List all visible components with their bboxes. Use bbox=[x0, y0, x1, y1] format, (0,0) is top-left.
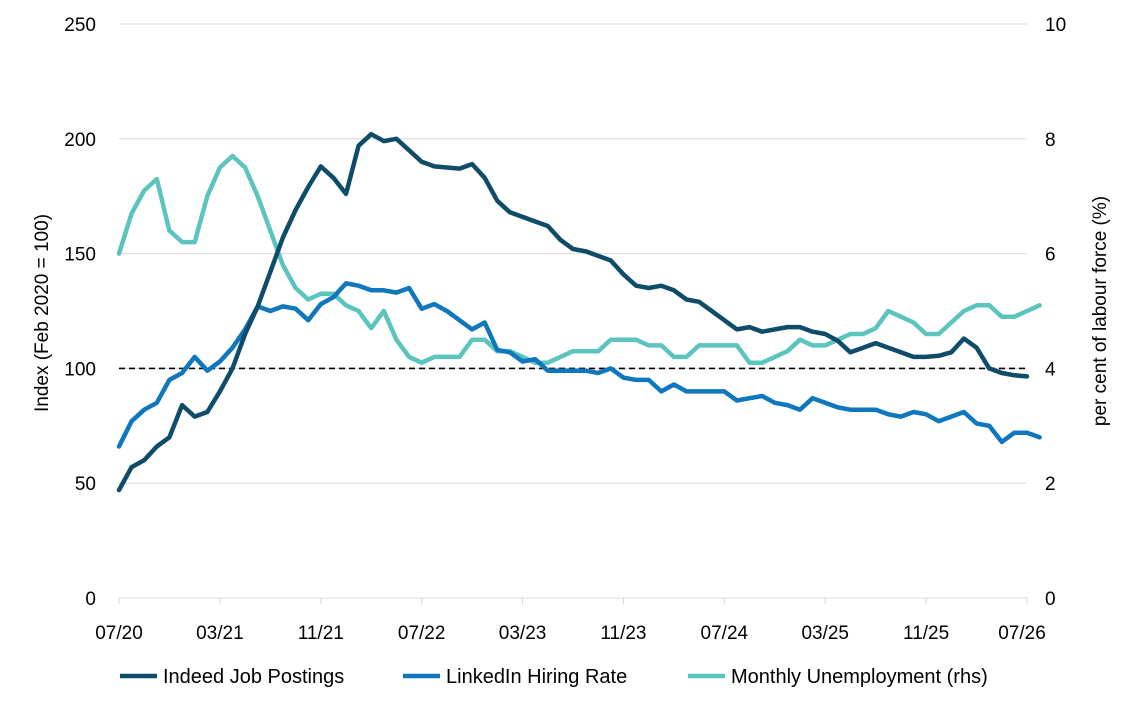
legend-label-unemployment: Monthly Unemployment (rhs) bbox=[731, 666, 988, 688]
left-y-tick-labels: 0 50 100 150 200 250 bbox=[64, 15, 96, 610]
x-tick-07-22: 07/22 bbox=[398, 623, 446, 644]
left-y-tick-50: 50 bbox=[75, 474, 96, 495]
right-y-tick-8: 8 bbox=[1045, 130, 1056, 151]
left-y-tick-150: 150 bbox=[64, 245, 96, 266]
right-y-tick-0: 0 bbox=[1045, 589, 1056, 610]
right-y-tick-2: 2 bbox=[1045, 474, 1056, 495]
legend-item-indeed: Indeed Job Postings bbox=[120, 666, 344, 688]
x-tick-07-20: 07/20 bbox=[95, 623, 143, 644]
legend-item-unemployment: Monthly Unemployment (rhs) bbox=[688, 666, 988, 688]
series-line-indeed-job-postings bbox=[116, 131, 1030, 493]
x-tick-03-23: 03/23 bbox=[499, 623, 547, 644]
x-tick-03-25: 03/25 bbox=[801, 623, 849, 644]
right-y-tick-10: 10 bbox=[1045, 15, 1066, 36]
right-y-tick-6: 6 bbox=[1045, 245, 1056, 266]
x-tick-11-21: 11/21 bbox=[298, 623, 344, 644]
series-line-monthly-unemployment-rhs bbox=[116, 153, 1042, 365]
axes bbox=[118, 597, 1028, 604]
x-tick-03-21: 03/21 bbox=[196, 623, 244, 644]
legend-label-linkedin: LinkedIn Hiring Rate bbox=[446, 666, 627, 688]
left-y-axis-title: Index (Feb 2020 = 100) bbox=[32, 214, 53, 412]
right-y-tick-labels: 0 2 4 6 8 10 bbox=[1045, 15, 1066, 610]
right-y-tick-4: 4 bbox=[1045, 359, 1056, 380]
legend-item-linkedin: LinkedIn Hiring Rate bbox=[403, 666, 627, 688]
series-lines bbox=[116, 131, 1042, 493]
x-tick-labels: 07/20 03/21 11/21 07/22 03/23 11/23 07/24 03/25… bbox=[95, 623, 1046, 644]
right-y-axis-title: per cent of labour force (%) bbox=[1090, 196, 1111, 426]
left-y-tick-200: 200 bbox=[64, 130, 96, 151]
x-tick-07-26: 07/26 bbox=[998, 623, 1046, 644]
x-tick-11-25: 11/25 bbox=[903, 623, 949, 644]
x-tick-07-24: 07/24 bbox=[701, 623, 749, 644]
legend: Indeed Job Postings LinkedIn Hiring Rate… bbox=[120, 666, 988, 688]
left-y-tick-0: 0 bbox=[85, 589, 96, 610]
legend-label-indeed: Indeed Job Postings bbox=[163, 666, 344, 688]
series-line-linkedin-hiring-rate bbox=[116, 281, 1042, 449]
x-tick-11-23: 11/23 bbox=[600, 623, 646, 644]
left-y-tick-100: 100 bbox=[64, 359, 96, 380]
left-y-tick-250: 250 bbox=[64, 15, 96, 36]
